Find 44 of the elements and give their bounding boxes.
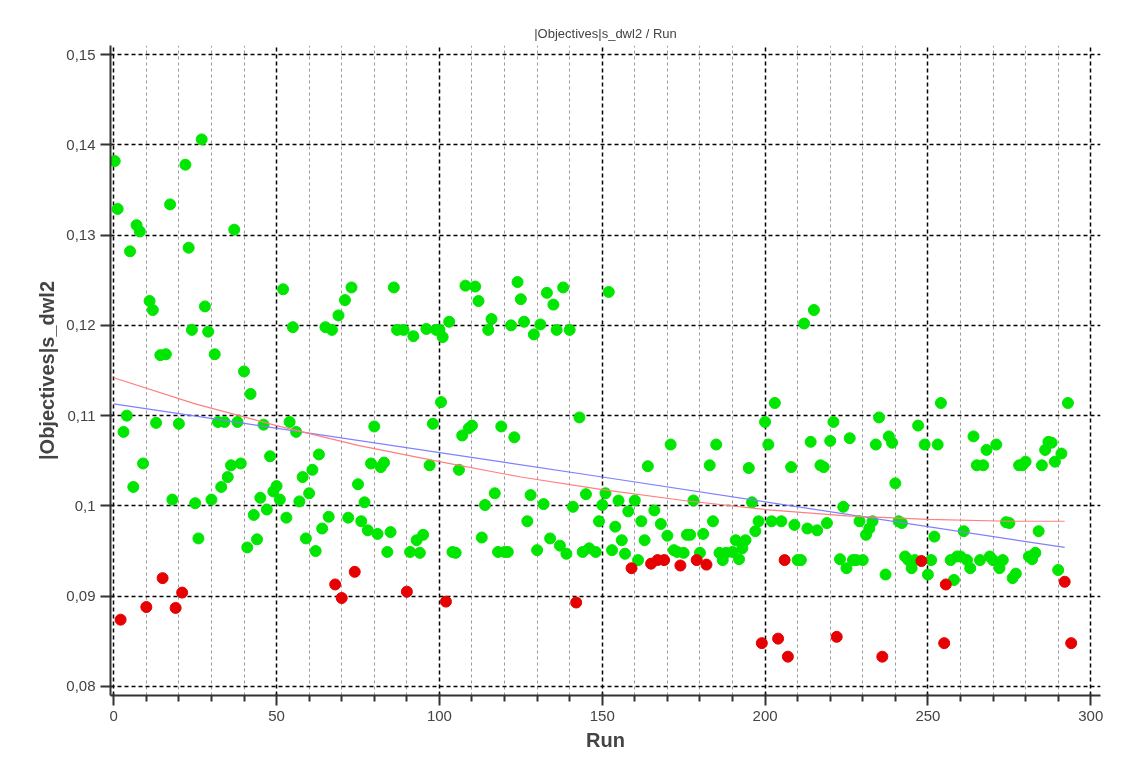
point [876,650,889,663]
point [939,578,952,591]
point [156,572,169,585]
x-tick-label: 0 [109,706,118,724]
point [938,637,951,650]
point [400,585,413,598]
point [755,637,768,650]
point [830,630,843,643]
point [690,554,703,567]
point [915,555,928,567]
y-tick-label: 0,11 [67,406,96,424]
point [439,595,452,608]
point [169,601,182,614]
x-tick-label: 50 [268,706,285,724]
x-axis-title: Run [586,728,625,751]
y-axis-title: |Objectives|s_dwl2 [36,280,59,461]
y-tick-label: 0,13 [66,226,96,244]
point [674,559,687,572]
x-tick-label: 150 [589,706,615,724]
point [1065,637,1078,650]
x-tick-label: 100 [426,706,452,724]
chart-title: |Objectives|s_dwl2 / Run [534,25,677,41]
point [625,562,638,575]
point [140,601,153,614]
point [335,592,348,604]
y-tick-label: 0,08 [66,677,96,695]
y-tick-label: 0,15 [66,45,96,63]
point [570,596,583,609]
x-tick-label: 300 [1078,706,1104,724]
x-tick-label: 250 [915,706,941,724]
point [348,565,361,578]
y-tick-label: 0,14 [66,135,96,153]
point [778,554,791,567]
point [772,632,785,645]
y-tick-label: 0,1 [74,496,96,514]
point [329,578,342,591]
point [781,650,794,663]
point [700,558,713,571]
point [176,586,189,599]
x-tick-label: 200 [752,706,778,724]
point [114,613,127,626]
point [1058,575,1071,588]
y-tick-label: 0,09 [66,587,96,605]
y-tick-label: 0,12 [66,316,96,334]
